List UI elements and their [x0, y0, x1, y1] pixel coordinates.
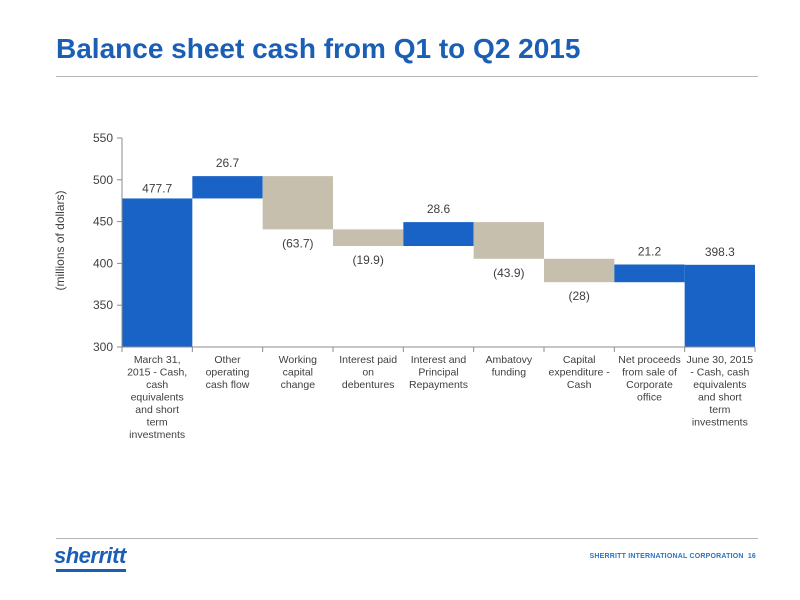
- x-category-label-line: equivalents: [131, 392, 184, 404]
- x-category-label-line: Other: [214, 354, 241, 366]
- x-category-label-line: and short: [698, 392, 742, 404]
- x-category-label-line: investments: [129, 429, 185, 441]
- x-category-label-line: office: [637, 392, 662, 404]
- company-logo: sherritt: [54, 543, 126, 568]
- y-tick-label: 550: [93, 131, 113, 145]
- x-category-label-line: debentures: [342, 379, 395, 391]
- x-category-label: March 31, 2015 - Cash, cash equivalents and …: [127, 354, 187, 441]
- x-category-label-line: cash flow: [206, 379, 250, 391]
- x-category-label-line: Repayments: [409, 379, 468, 391]
- data-label: (28): [568, 289, 589, 303]
- x-category-label-line: - Cash, cash: [690, 367, 749, 379]
- x-category-label-line: and short: [135, 404, 179, 416]
- x-category-label: Other operating cash flow: [206, 354, 250, 391]
- logo-underline: [56, 569, 126, 572]
- y-axis-title: (millions of dollars): [53, 190, 67, 290]
- x-category-label-line: Interest and: [411, 354, 467, 366]
- x-category-label-line: capital: [283, 367, 313, 379]
- y-tick-label: 300: [93, 340, 113, 354]
- x-category-label-line: March 31,: [134, 354, 181, 366]
- x-category-label: Net proceeds from sale of Corporate office: [618, 354, 680, 404]
- x-category-label-line: funding: [492, 367, 527, 379]
- x-category-label-line: Net proceeds: [618, 354, 680, 366]
- x-category-label-line: 2015 - Cash,: [127, 367, 187, 379]
- x-category-label: June 30, 2015- Cash, cash equivalents and …: [687, 354, 754, 429]
- x-category-label-line: Capital: [563, 354, 596, 366]
- x-category-label-line: term: [147, 417, 168, 429]
- page-number: 16: [747, 553, 756, 560]
- footer-company: SHERRITT INTERNATIONAL CORPORATION: [589, 553, 744, 560]
- x-category-label-line: June 30, 2015: [687, 354, 754, 366]
- x-category-label: Interest and Principal Repayments: [409, 354, 468, 391]
- bar-4: [333, 229, 404, 247]
- y-tick-label: 350: [93, 298, 113, 312]
- y-tick-label: 500: [93, 173, 113, 187]
- data-label: 21.2: [638, 244, 662, 258]
- x-category-label-line: Ambatovy: [485, 354, 532, 366]
- bar-7: [544, 258, 615, 283]
- footer-company-name: SHERRITT INTERNATIONAL CORPORATION 16: [589, 553, 756, 560]
- data-label: 28.6: [427, 202, 451, 216]
- x-category-label-line: term: [709, 404, 730, 416]
- x-category-label: Capital expenditure -Cash: [549, 354, 611, 391]
- bar-9: [684, 264, 755, 347]
- y-tick-label: 400: [93, 256, 113, 270]
- bar-2: [192, 176, 263, 199]
- x-category-label: Interest paid on debentures: [339, 354, 397, 391]
- x-category-label-line: Corporate: [626, 379, 673, 391]
- bar-8: [614, 264, 685, 283]
- x-category-label-line: from sale of: [622, 367, 677, 379]
- data-label: 477.7: [142, 181, 172, 195]
- bar-6: [473, 222, 544, 259]
- x-category-label-line: Working: [279, 354, 317, 366]
- title-divider: [56, 76, 758, 77]
- x-category-label-line: change: [281, 379, 316, 391]
- x-category-label-line: cash: [146, 379, 168, 391]
- bar-5: [403, 222, 474, 247]
- data-label: 26.7: [216, 156, 240, 170]
- data-label: (43.9): [493, 266, 524, 280]
- page-title: Balance sheet cash from Q1 to Q2 2015: [56, 33, 581, 64]
- bar-1: [122, 198, 193, 347]
- bar-3: [262, 176, 333, 230]
- footer-divider: [56, 538, 758, 539]
- data-label: 398.3: [705, 245, 735, 259]
- x-category-label: Working capital change: [279, 354, 317, 391]
- x-category-label-line: expenditure -: [549, 367, 611, 379]
- x-category-label-line: investments: [692, 417, 748, 429]
- x-category-label-line: operating: [206, 367, 250, 379]
- x-category-label: Ambatovy funding: [485, 354, 532, 379]
- x-category-label-line: Cash: [567, 379, 592, 391]
- x-category-label-line: on: [362, 367, 374, 379]
- data-label: (63.7): [282, 236, 313, 250]
- x-category-label-line: Principal: [418, 367, 458, 379]
- x-category-label-line: Interest paid: [339, 354, 397, 366]
- data-label: (19.9): [352, 253, 383, 267]
- y-tick-label: 450: [93, 215, 113, 229]
- x-category-label-line: equivalents: [693, 379, 746, 391]
